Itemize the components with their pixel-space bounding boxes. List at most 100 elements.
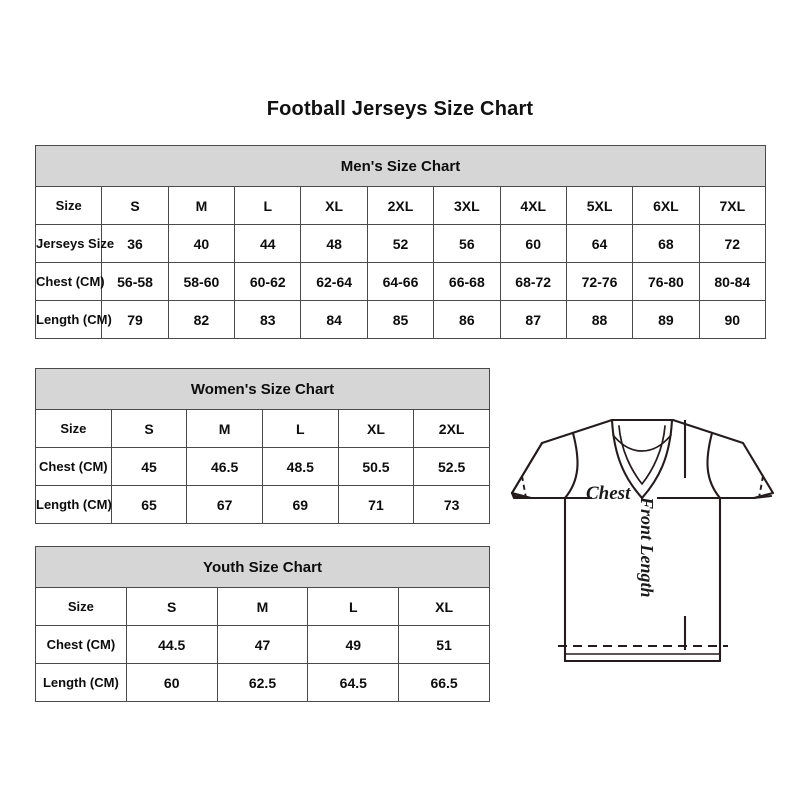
front-length-measurement-label: Front Length <box>637 497 657 598</box>
mens-length-2xl: 85 <box>366 300 435 339</box>
mens-length-3xl: 86 <box>433 300 501 339</box>
womens-table-body: Women's Size Chart Size S M L XL 2XL Che… <box>35 368 490 524</box>
womens-chest-m: 46.5 <box>186 447 263 486</box>
womens-size-2xl: 2XL <box>413 409 490 448</box>
youth-chest-l: 49 <box>307 625 400 664</box>
youth-size-s: S <box>125 587 218 626</box>
mens-length-7xl: 90 <box>698 300 767 339</box>
mens-chest-4xl: 68-72 <box>499 262 567 301</box>
table-row: Length (CM) 60 62.5 64.5 66.5 <box>35 663 490 702</box>
mens-chest-6xl: 76-80 <box>632 262 700 301</box>
mens-size-7xl: 7XL <box>698 186 767 225</box>
mens-chest-l: 60-62 <box>234 262 302 301</box>
mens-size-row-label: Size <box>34 186 103 225</box>
womens-length-xl: 71 <box>337 485 415 524</box>
youth-length-s: 60 <box>125 663 218 702</box>
mens-length-s: 79 <box>101 300 169 339</box>
mens-table-body: Men's Size Chart Size S M L XL 2XL 3XL 4… <box>34 145 767 339</box>
mens-table-caption: Men's Size Chart <box>35 145 766 187</box>
table-row: Chest (CM) 45 46.5 48.5 50.5 52.5 <box>35 447 490 486</box>
mens-chest-5xl: 72-76 <box>565 262 634 301</box>
youth-chest-label: Chest (CM) <box>35 625 127 664</box>
table-row: Chest (CM) 44.5 47 49 51 <box>35 625 490 664</box>
womens-size-s: S <box>110 409 188 448</box>
mens-size-6xl: 6XL <box>632 186 700 225</box>
mens-length-5xl: 88 <box>565 300 634 339</box>
youth-caption-row: Youth Size Chart <box>35 546 490 588</box>
mens-jerseys-size-3xl: 56 <box>433 224 501 263</box>
mens-length-label: Length (CM) <box>34 300 112 339</box>
chest-measurement-label: Chest <box>586 483 631 504</box>
mens-jerseys-size-4xl: 60 <box>499 224 567 263</box>
womens-size-header-row: Size S M L XL 2XL <box>35 409 490 448</box>
youth-size-m: M <box>216 587 309 626</box>
jersey-body-outline <box>510 418 775 663</box>
mens-chest-3xl: 66-68 <box>433 262 501 301</box>
youth-chest-s: 44.5 <box>125 625 218 664</box>
mens-jerseys-size-s: 36 <box>101 224 169 263</box>
mens-chest-s: 56-58 <box>101 262 169 301</box>
mens-size-3xl: 3XL <box>433 186 501 225</box>
mens-chest-7xl: 80-84 <box>698 262 767 301</box>
mens-jerseys-size-l: 44 <box>234 224 302 263</box>
youth-chest-xl: 51 <box>398 625 490 664</box>
womens-size-m: M <box>186 409 263 448</box>
youth-size-table: Youth Size Chart Size S M L XL Chest (CM… <box>35 546 490 702</box>
mens-chest-xl: 62-64 <box>300 262 368 301</box>
womens-table-caption: Women's Size Chart <box>35 368 490 410</box>
mens-jerseys-size-2xl: 52 <box>366 224 435 263</box>
mens-size-header-row: Size S M L XL 2XL 3XL 4XL 5XL 6XL 7XL <box>34 186 767 225</box>
womens-length-2xl: 73 <box>413 485 490 524</box>
youth-chest-m: 47 <box>216 625 309 664</box>
womens-length-m: 67 <box>186 485 263 524</box>
mens-jerseys-size-xl: 48 <box>300 224 368 263</box>
table-row: Jerseys Size 36 40 44 48 52 56 60 64 68 … <box>34 224 767 263</box>
mens-jerseys-size-5xl: 64 <box>565 224 634 263</box>
mens-size-s: S <box>101 186 169 225</box>
table-row: Length (CM) 79 82 83 84 85 86 87 88 89 9… <box>34 300 767 339</box>
mens-length-m: 82 <box>167 300 236 339</box>
womens-length-l: 69 <box>261 485 339 524</box>
womens-length-label: Length (CM) <box>35 485 112 524</box>
jersey-outline-svg <box>510 418 775 663</box>
womens-chest-l: 48.5 <box>261 447 339 486</box>
mens-jerseys-size-label: Jerseys Size <box>34 224 114 263</box>
womens-chest-s: 45 <box>110 447 188 486</box>
womens-chest-2xl: 52.5 <box>413 447 490 486</box>
mens-size-xl: XL <box>300 186 368 225</box>
youth-length-xl: 66.5 <box>398 663 490 702</box>
table-row: Length (CM) 65 67 69 71 73 <box>35 485 490 524</box>
youth-length-label: Length (CM) <box>35 663 127 702</box>
mens-jerseys-size-m: 40 <box>167 224 236 263</box>
womens-chest-xl: 50.5 <box>337 447 415 486</box>
womens-size-xl: XL <box>337 409 415 448</box>
mens-size-5xl: 5XL <box>565 186 634 225</box>
mens-size-l: L <box>234 186 302 225</box>
youth-length-m: 62.5 <box>216 663 309 702</box>
youth-table-body: Youth Size Chart Size S M L XL Chest (CM… <box>35 546 490 702</box>
youth-size-xl: XL <box>398 587 490 626</box>
womens-length-s: 65 <box>110 485 188 524</box>
table-row: Chest (CM) 56-58 58-60 60-62 62-64 64-66… <box>34 262 767 301</box>
mens-size-2xl: 2XL <box>366 186 435 225</box>
youth-length-l: 64.5 <box>307 663 400 702</box>
womens-size-table: Women's Size Chart Size S M L XL 2XL Che… <box>35 368 490 524</box>
womens-caption-row: Women's Size Chart <box>35 368 490 410</box>
mens-caption-row: Men's Size Chart <box>35 145 766 187</box>
mens-size-4xl: 4XL <box>499 186 567 225</box>
mens-chest-m: 58-60 <box>167 262 236 301</box>
sleeve-stitch-dashes <box>521 475 764 499</box>
mens-jerseys-size-6xl: 68 <box>632 224 700 263</box>
womens-size-row-label: Size <box>35 409 112 448</box>
mens-length-6xl: 89 <box>632 300 700 339</box>
youth-size-header-row: Size S M L XL <box>35 587 490 626</box>
womens-chest-label: Chest (CM) <box>35 447 112 486</box>
womens-size-l: L <box>261 409 339 448</box>
page-title: Football Jerseys Size Chart <box>266 98 534 120</box>
mens-size-table: Men's Size Chart Size S M L XL 2XL 3XL 4… <box>34 145 767 339</box>
mens-size-m: M <box>167 186 236 225</box>
youth-table-caption: Youth Size Chart <box>35 546 490 588</box>
mens-chest-label: Chest (CM) <box>34 262 105 301</box>
mens-length-l: 83 <box>234 300 302 339</box>
